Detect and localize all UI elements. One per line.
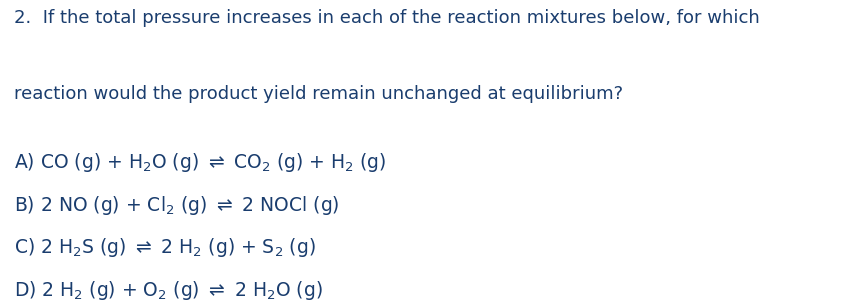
Text: A) CO (g) + H$_2$O (g) $\rightleftharpoons$ CO$_2$ (g) + H$_2$ (g): A) CO (g) + H$_2$O (g) $\rightleftharpoo… [14, 152, 386, 175]
Text: 2.  If the total pressure increases in each of the reaction mixtures below, for : 2. If the total pressure increases in ea… [14, 9, 759, 27]
Text: B) 2 NO (g) + Cl$_2$ (g) $\rightleftharpoons$ 2 NOCl (g): B) 2 NO (g) + Cl$_2$ (g) $\rightleftharp… [14, 194, 338, 217]
Text: reaction would the product yield remain unchanged at equilibrium?: reaction would the product yield remain … [14, 85, 622, 103]
Text: D) 2 H$_2$ (g) + O$_2$ (g) $\rightleftharpoons$ 2 H$_2$O (g): D) 2 H$_2$ (g) + O$_2$ (g) $\rightleftha… [14, 279, 322, 302]
Text: C) 2 H$_2$S (g) $\rightleftharpoons$ 2 H$_2$ (g) + S$_2$ (g): C) 2 H$_2$S (g) $\rightleftharpoons$ 2 H… [14, 236, 315, 259]
